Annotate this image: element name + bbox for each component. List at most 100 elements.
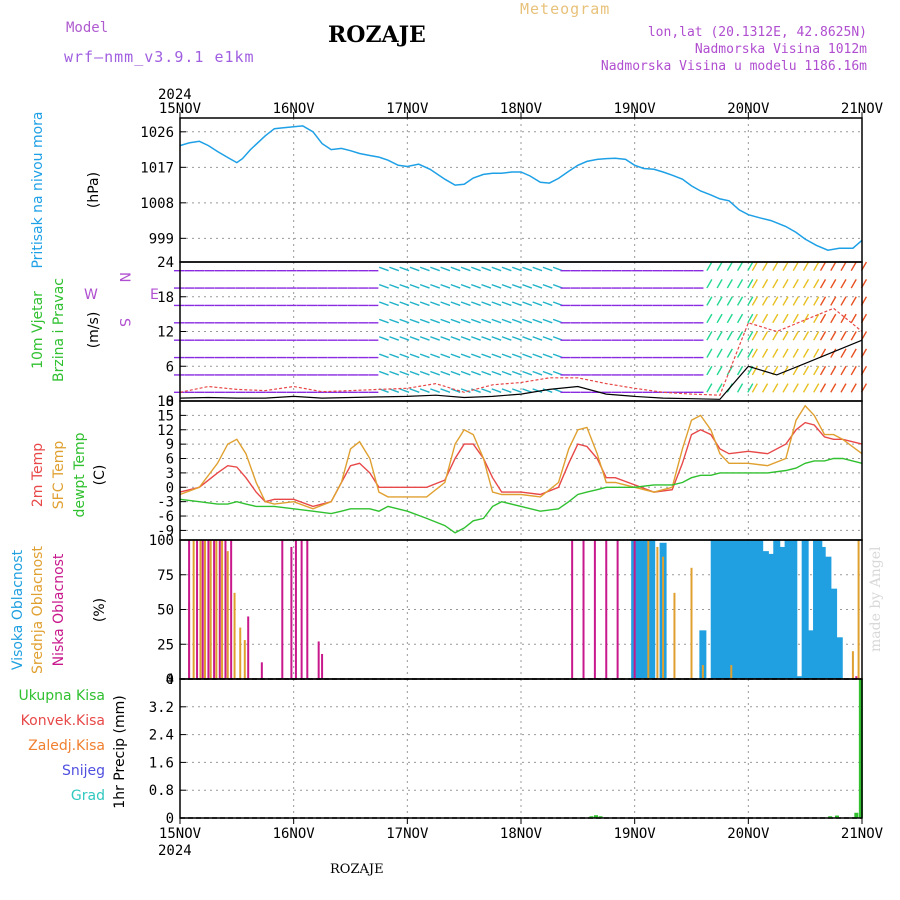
- wind-barb: [716, 348, 723, 358]
- wind-unit-label: (m/s): [86, 312, 102, 349]
- wind-barb: [430, 318, 440, 324]
- wind-barb: [706, 365, 713, 376]
- wind-barb: [802, 313, 810, 324]
- wind-barb: [450, 370, 461, 376]
- wind-barb: [378, 336, 389, 341]
- year-label-top: 2024: [158, 87, 192, 103]
- mid-cloud-axis-title: Srednja Oblacnost: [30, 546, 46, 674]
- wind-barb: [409, 266, 420, 272]
- wind-barb: [419, 353, 430, 359]
- wind-barb: [792, 383, 799, 393]
- wind-barb: [840, 348, 847, 358]
- wind-barb: [840, 261, 847, 272]
- wind-barb: [389, 283, 400, 289]
- high-cloud-bar: [722, 540, 730, 679]
- wind-barb: [736, 383, 744, 393]
- temp-unit-label: (C): [92, 465, 108, 486]
- wind-barb: [389, 370, 400, 376]
- wind-barb: [840, 313, 847, 324]
- precip-bar: [589, 816, 594, 818]
- wind-barb: [850, 365, 857, 376]
- wind-barb: [542, 301, 553, 307]
- wind-barb: [511, 336, 522, 341]
- high-cloud-bar: [756, 540, 764, 679]
- wind-barb: [522, 266, 533, 272]
- wind-barb: [409, 336, 420, 341]
- wind-barb: [440, 353, 451, 359]
- wind-barb: [716, 383, 723, 393]
- wind-barb: [481, 388, 492, 393]
- precip-legend-2: Zaledj.Kisa: [28, 738, 105, 754]
- y-tick-label: -6: [157, 509, 174, 525]
- wind-barb: [802, 279, 810, 289]
- y-tick-label: 15: [157, 408, 174, 424]
- sfc-temp-axis-title: SFC Temp: [51, 441, 67, 510]
- low-cloud-bar: [616, 540, 619, 679]
- wind-barb: [430, 388, 440, 393]
- y-tick-label: 2.4: [149, 728, 174, 744]
- y-tick-label: 100: [149, 533, 174, 549]
- wind-barb: [716, 313, 723, 324]
- wind-barb: [409, 370, 420, 376]
- wind-barb: [430, 266, 440, 272]
- wind-barb: [751, 279, 758, 289]
- wind-barb: [772, 383, 779, 393]
- wind-barb: [450, 336, 461, 341]
- x-tick-label: 18NOV: [500, 826, 543, 842]
- wind-barb: [511, 266, 522, 272]
- wind-barb: [747, 261, 754, 272]
- pressure-axis-title: Pritisak na nivou mora: [30, 111, 46, 268]
- precip-legend-0: Ukupna Kisa: [18, 688, 105, 704]
- low-cloud-bar: [207, 540, 210, 679]
- wind-barb: [850, 261, 857, 272]
- wind-barb: [501, 283, 512, 289]
- model-name: wrf–nmm_v3.9.1 e1km: [64, 48, 255, 66]
- wind-barb: [542, 318, 553, 324]
- model-elevation: Nadmorska Visina u modelu 1186.16m: [600, 59, 867, 74]
- mid-cloud-bar: [730, 665, 733, 679]
- wind-barb: [409, 301, 420, 307]
- wind-barb: [378, 283, 389, 289]
- wind-barb: [399, 318, 410, 324]
- wind-barb: [471, 301, 481, 307]
- wind-barb: [751, 296, 758, 306]
- wind-axis-title-2: Brzina i Pravac: [51, 278, 67, 382]
- wind-barb: [532, 301, 543, 307]
- low-cloud-bar: [196, 540, 199, 679]
- high-cloud-bar: [636, 540, 644, 679]
- wind-barb: [440, 283, 451, 289]
- wind-barb: [761, 331, 769, 341]
- mid-cloud-bar: [647, 540, 650, 679]
- high-cloud-bar: [744, 540, 752, 679]
- wind-barb: [772, 296, 779, 306]
- wind-barb: [802, 348, 810, 358]
- wind-barb: [378, 318, 389, 324]
- low-cloud-bar: [582, 540, 585, 679]
- wind-barb: [491, 370, 502, 376]
- wind-barb: [830, 383, 837, 393]
- wind-key-north: N: [116, 272, 132, 282]
- wind-barb: [813, 348, 820, 358]
- wind-barb: [736, 261, 744, 272]
- wind-barb: [813, 279, 820, 289]
- wind-barb: [460, 353, 471, 359]
- high-cloud-bar: [710, 540, 718, 679]
- dewpt-axis-title: dewpt Temp: [72, 432, 88, 517]
- high-cloud-bar: [830, 588, 838, 679]
- low-cloud-bar: [230, 540, 233, 679]
- precip-legend-4: Grad: [71, 788, 105, 804]
- wind-barb: [460, 266, 471, 272]
- wind-barb: [819, 261, 827, 272]
- x-tick-label: 18NOV: [500, 101, 543, 117]
- wind-barb: [726, 331, 733, 341]
- wind-barb: [802, 261, 810, 272]
- wind-barb: [792, 365, 799, 376]
- wind-barb: [850, 331, 857, 341]
- wind-barb: [522, 283, 533, 289]
- precip-bar: [834, 815, 839, 818]
- wind-barb: [751, 348, 758, 358]
- low-cloud-bar: [317, 641, 320, 679]
- wind-barb: [522, 388, 533, 393]
- x-tick-label: 17NOV: [386, 826, 429, 842]
